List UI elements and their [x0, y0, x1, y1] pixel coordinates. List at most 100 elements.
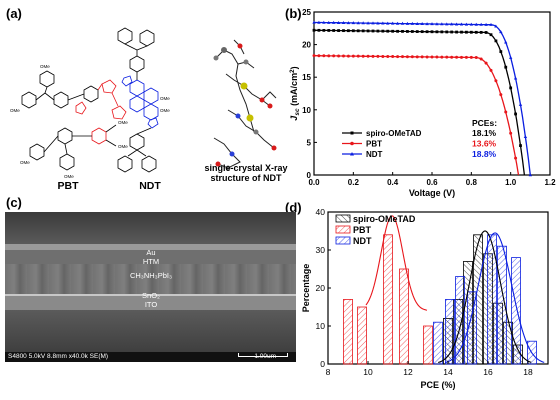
- data-point: [386, 55, 390, 59]
- ome-label: OMe: [118, 144, 128, 149]
- panel-d-label: (d): [285, 200, 302, 215]
- ome-label: OMe: [64, 174, 74, 179]
- data-point: [401, 29, 404, 33]
- data-point: [420, 55, 424, 59]
- legend: PCEs: spiro-OMeTAD 18.1% PBT 13.6% NDT 18.8%: [342, 118, 497, 159]
- data-point: [450, 30, 454, 34]
- data-point: [405, 21, 410, 25]
- data-point: [430, 30, 434, 34]
- y-tick-label: 0: [320, 359, 325, 369]
- y-tick-label: 0: [307, 171, 312, 180]
- data-point: [361, 21, 365, 25]
- pbt-structure: [21, 70, 127, 171]
- data-point: [351, 29, 355, 33]
- data-point: [366, 54, 370, 58]
- data-point: [356, 29, 360, 33]
- data-point: [499, 30, 503, 34]
- sem-htm-label: HTM: [142, 257, 160, 266]
- legend-label: spiro-OMeTAD: [366, 129, 422, 138]
- x-tick-label: 0.0: [308, 178, 320, 187]
- gaussian-fit: [365, 215, 428, 311]
- data-point: [361, 54, 365, 58]
- data-point: [327, 20, 331, 24]
- data-point: [356, 21, 360, 25]
- y-tick-label: 10: [302, 106, 311, 115]
- data-point: [430, 55, 434, 59]
- data-point: [317, 28, 321, 32]
- data-point: [509, 86, 513, 90]
- data-point: [459, 22, 464, 26]
- data-point: [381, 29, 385, 33]
- legend-label: PBT: [366, 140, 382, 149]
- data-point: [489, 22, 493, 26]
- gaussian-fit: [438, 230, 532, 364]
- x-tick-label: 16: [483, 367, 493, 377]
- data-point: [449, 22, 454, 26]
- data-point: [336, 20, 341, 24]
- data-point: [386, 29, 390, 33]
- data-point: [513, 76, 518, 80]
- y-axis-label: Percentage: [301, 264, 311, 313]
- data-point: [331, 20, 336, 24]
- sem-au-label: Au: [146, 248, 156, 257]
- y-tick-label: 10: [316, 321, 326, 331]
- data-point: [342, 29, 345, 33]
- data-point: [435, 22, 439, 26]
- data-point: [410, 21, 415, 25]
- ndt-label: NDT: [139, 180, 161, 192]
- y-tick-label: 25: [302, 8, 311, 17]
- data-point: [469, 22, 474, 26]
- legend-pce: 18.8%: [472, 149, 497, 159]
- data-point: [455, 55, 459, 59]
- ome-label: OMe: [160, 108, 170, 113]
- data-point: [347, 29, 350, 33]
- molecular-structures: OMe OMe OMe OMe OMe OMe OMe OMe: [10, 27, 277, 179]
- data-point: [327, 54, 331, 58]
- x-tick-label: 1.0: [505, 178, 517, 187]
- data-point: [337, 29, 340, 32]
- legend-marker: [350, 141, 354, 146]
- legend-label: NDT: [366, 150, 383, 159]
- data-point: [366, 21, 370, 25]
- data-point: [400, 21, 405, 25]
- ome-label: OMe: [10, 108, 20, 113]
- data-point: [474, 56, 478, 60]
- legend-pce: 13.6%: [472, 139, 497, 149]
- xray-structure: [213, 39, 277, 169]
- data-point: [410, 55, 414, 59]
- data-point: [460, 30, 463, 34]
- data-point: [450, 55, 454, 59]
- ndt-structure: [117, 27, 159, 173]
- data-point: [440, 55, 444, 59]
- data-point: [312, 28, 316, 32]
- histogram-bar: [357, 306, 367, 365]
- y-tick-label: 5: [307, 138, 312, 147]
- y-axis-label: Jsc (mA/cm2): [289, 66, 301, 120]
- sem-info: S4800 5.0kV 8.8mm x40.0k SE(M): [8, 353, 109, 360]
- legend-label: NDT: [353, 236, 372, 246]
- data-point: [474, 22, 478, 26]
- y-tick-label: 15: [302, 73, 311, 82]
- x-tick-label: 0.6: [426, 178, 438, 187]
- x-tick-label: 1.2: [544, 178, 556, 187]
- histogram-bar: [467, 291, 477, 365]
- histogram-bar: [445, 299, 455, 365]
- x-tick-label: 18: [523, 367, 533, 377]
- data-point: [519, 144, 522, 147]
- data-point: [420, 22, 424, 26]
- x-tick-label: 10: [363, 367, 373, 377]
- data-point: [410, 30, 414, 33]
- data-point: [435, 30, 439, 34]
- histogram-bar: [511, 257, 521, 365]
- data-point: [376, 21, 380, 25]
- x-tick-label: 14: [443, 367, 453, 377]
- xray-caption-line2: structure of NDT: [210, 173, 282, 184]
- x-tick-label: 12: [403, 367, 413, 377]
- data-point: [317, 20, 321, 24]
- data-point: [396, 29, 399, 33]
- data-point: [376, 29, 380, 33]
- ome-label: OMe: [160, 96, 170, 101]
- data-point: [489, 68, 493, 72]
- data-point: [322, 20, 326, 24]
- data-point: [415, 30, 419, 33]
